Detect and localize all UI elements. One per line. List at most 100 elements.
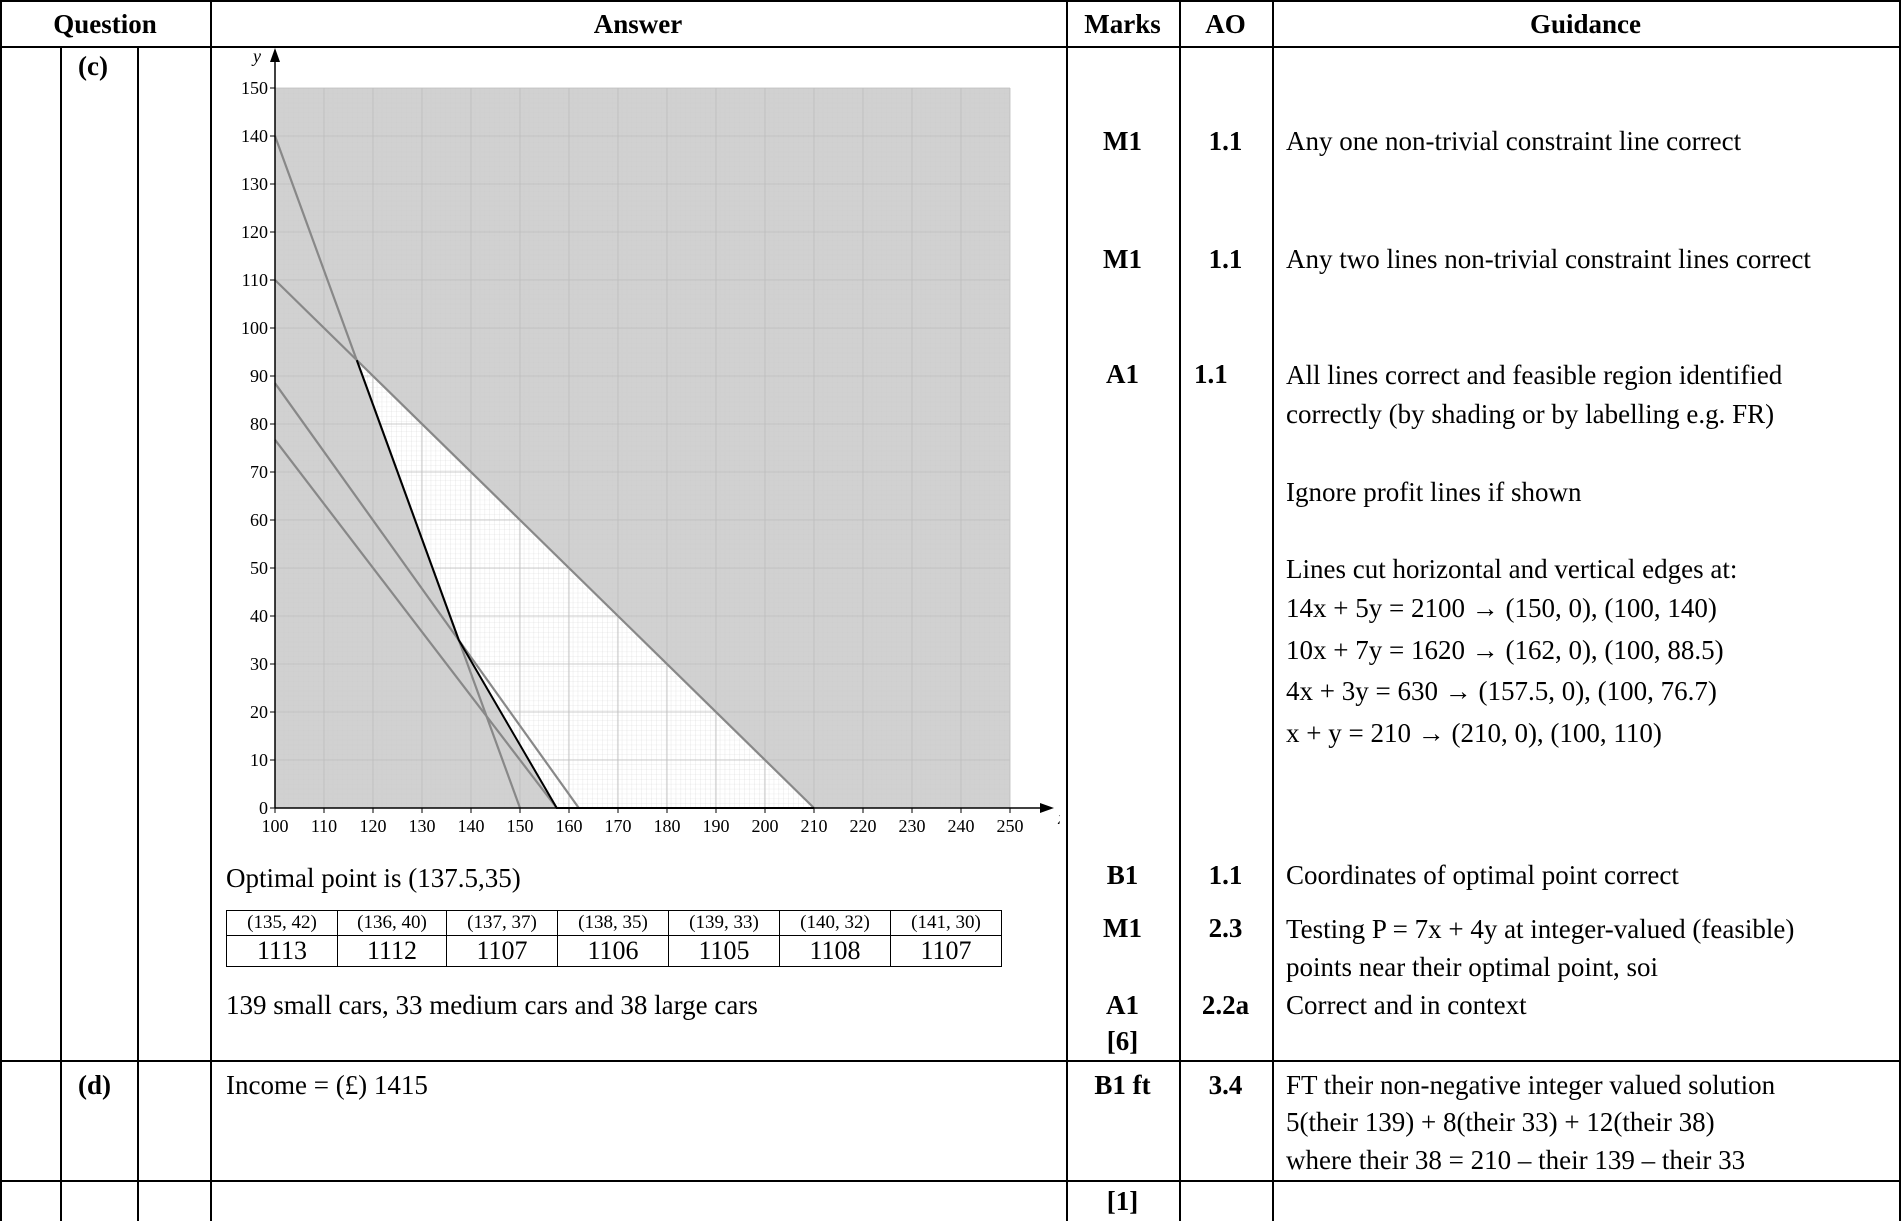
mark-c-3: A1 xyxy=(1106,359,1139,389)
conclusion-text: 139 small cars, 33 medium cars and 38 la… xyxy=(226,990,758,1020)
y-tick-label: 120 xyxy=(241,222,268,242)
mark-c-2: M1 xyxy=(1103,244,1142,274)
guidance-d-3: where their 38 = 210 – their 139 – their… xyxy=(1286,1145,1746,1175)
x-tick-label: 100 xyxy=(262,816,289,836)
test-point: (138, 35) xyxy=(557,910,669,936)
mark-c-5: M1 xyxy=(1103,913,1142,943)
ao-c-3: 1.1 xyxy=(1194,359,1228,389)
x-tick-label: 190 xyxy=(703,816,730,836)
x-tick-label: 250 xyxy=(997,816,1024,836)
y-axis-label: y xyxy=(251,46,261,66)
y-tick-label: 150 xyxy=(241,78,268,98)
test-value: 1106 xyxy=(557,935,669,967)
ao-c-1: 1.1 xyxy=(1208,126,1243,156)
y-tick-labels: 0 10 20 30 40 50 60 70 80 90 100 110 120 130 140 150 xyxy=(241,78,275,818)
guidance-d-1: FT their non-negative integer valued sol… xyxy=(1286,1070,1776,1100)
x-tick-label: 200 xyxy=(752,816,779,836)
ao-c-6: 2.2a xyxy=(1201,990,1250,1020)
y-tick-label: 90 xyxy=(250,366,268,386)
y-tick-label: 30 xyxy=(250,654,268,674)
constraint-line xyxy=(274,279,815,809)
test-value: 1107 xyxy=(446,935,558,967)
y-tick-label: 50 xyxy=(250,558,268,578)
guidance-c-3: All lines correct and feasible region id… xyxy=(1286,360,1783,429)
guidance-c-6: Correct and in context xyxy=(1286,990,1527,1020)
test-value: 1112 xyxy=(337,935,447,967)
col-line-1 xyxy=(60,46,62,1221)
test-point: (136, 40) xyxy=(337,910,447,936)
guidance-c-4: Coordinates of optimal point correct xyxy=(1286,860,1679,890)
answer-d: Income = (£) 1415 xyxy=(226,1070,428,1100)
y-tick-label: 140 xyxy=(241,126,268,146)
guidance-c-5: Testing P = 7x + 4y at integer-valued (f… xyxy=(1286,914,1795,982)
guidance-ignore: Ignore profit lines if shown xyxy=(1286,477,1582,507)
ao-d: 3.4 xyxy=(1208,1070,1243,1100)
x-tick-label: 140 xyxy=(458,816,485,836)
header-answer: Answer xyxy=(593,9,683,39)
optimal-point-text: Optimal point is (137.5,35) xyxy=(226,863,521,893)
constraint-line xyxy=(274,382,580,809)
question-label-c: (c) xyxy=(78,51,108,81)
test-point: (135, 42) xyxy=(226,910,338,936)
col-line-7 xyxy=(1899,0,1901,1221)
col-line-6 xyxy=(1272,0,1274,1221)
header-question: Question xyxy=(53,9,157,39)
graph-axes xyxy=(270,48,1054,813)
infeasible-shading xyxy=(275,88,1010,808)
x-tick-label: 170 xyxy=(605,816,632,836)
x-axis-label: x xyxy=(1057,808,1060,828)
guidance-line-4: x + y = 210 → (210, 0), (100, 110) xyxy=(1286,718,1662,748)
x-tick-label: 160 xyxy=(556,816,583,836)
mark-c-4: B1 xyxy=(1106,860,1139,890)
table-border-top xyxy=(0,0,1901,2)
guidance-c-2: Any two lines non-trivial constraint lin… xyxy=(1286,244,1811,274)
test-point: (139, 33) xyxy=(668,910,780,936)
y-tick-label: 130 xyxy=(241,174,268,194)
guidance-line-3: 4x + 3y = 630 → (157.5, 0), (100, 76.7) xyxy=(1286,676,1717,706)
x-tick-label: 240 xyxy=(948,816,975,836)
row-divider-c-d xyxy=(0,1060,1901,1062)
test-point: (140, 32) xyxy=(779,910,891,936)
mark-c-6: A1 xyxy=(1106,990,1139,1020)
x-tick-label: 220 xyxy=(850,816,877,836)
constraint-line xyxy=(274,439,558,809)
ao-c-5: 2.3 xyxy=(1208,913,1243,943)
guidance-line-1: 14x + 5y = 2100 → (150, 0), (100, 140) xyxy=(1286,593,1717,623)
y-tick-label: 110 xyxy=(242,270,268,290)
header-divider xyxy=(0,46,1901,48)
guidance-d-2: 5(their 139) + 8(their 33) + 12(their 38… xyxy=(1286,1107,1715,1137)
x-tick-labels: 100 110 120 130 140 150 160 170 180 190 200 210 220 2… xyxy=(262,808,1024,836)
guidance-line-2: 10x + 7y = 1620 → (162, 0), (100, 88.5) xyxy=(1286,635,1724,665)
total-d: [1] xyxy=(1106,1186,1139,1216)
question-label-d: (d) xyxy=(78,1070,111,1100)
x-axis-arrow-icon xyxy=(1040,803,1054,813)
x-tick-label: 110 xyxy=(311,816,337,836)
guidance-c-1: Any one non-trivial constraint line corr… xyxy=(1286,126,1742,156)
col-line-2 xyxy=(137,46,139,1221)
mark-d: B1 ft xyxy=(1094,1070,1151,1100)
col-line-4 xyxy=(1066,0,1068,1221)
total-c: [6] xyxy=(1106,1026,1139,1056)
test-value: 1107 xyxy=(890,935,1002,967)
x-tick-label: 210 xyxy=(801,816,828,836)
test-value: 1105 xyxy=(668,935,780,967)
row-divider-d-end xyxy=(0,1180,1901,1182)
col-line-5 xyxy=(1179,0,1181,1221)
test-value: 1108 xyxy=(779,935,891,967)
linear-programming-graph: 100 110 120 130 140 150 160 170 180 190 200 210 220 2… xyxy=(241,46,1060,836)
guidance-intro: Lines cut horizontal and vertical edges … xyxy=(1286,554,1738,584)
x-tick-label: 130 xyxy=(409,816,436,836)
y-tick-label: 10 xyxy=(250,750,268,770)
y-tick-label: 20 xyxy=(250,702,268,722)
test-point: (137, 37) xyxy=(446,910,558,936)
mark-c-1: M1 xyxy=(1103,126,1142,156)
test-point: (141, 30) xyxy=(890,910,1002,936)
col-line-3 xyxy=(210,0,212,1221)
x-tick-label: 150 xyxy=(507,816,534,836)
ao-c-4: 1.1 xyxy=(1208,860,1243,890)
test-value: 1113 xyxy=(226,935,338,967)
y-tick-label: 70 xyxy=(250,462,268,482)
ao-c-2: 1.1 xyxy=(1208,244,1243,274)
header-guidance: Guidance xyxy=(1529,9,1642,39)
y-tick-label: 100 xyxy=(241,318,268,338)
